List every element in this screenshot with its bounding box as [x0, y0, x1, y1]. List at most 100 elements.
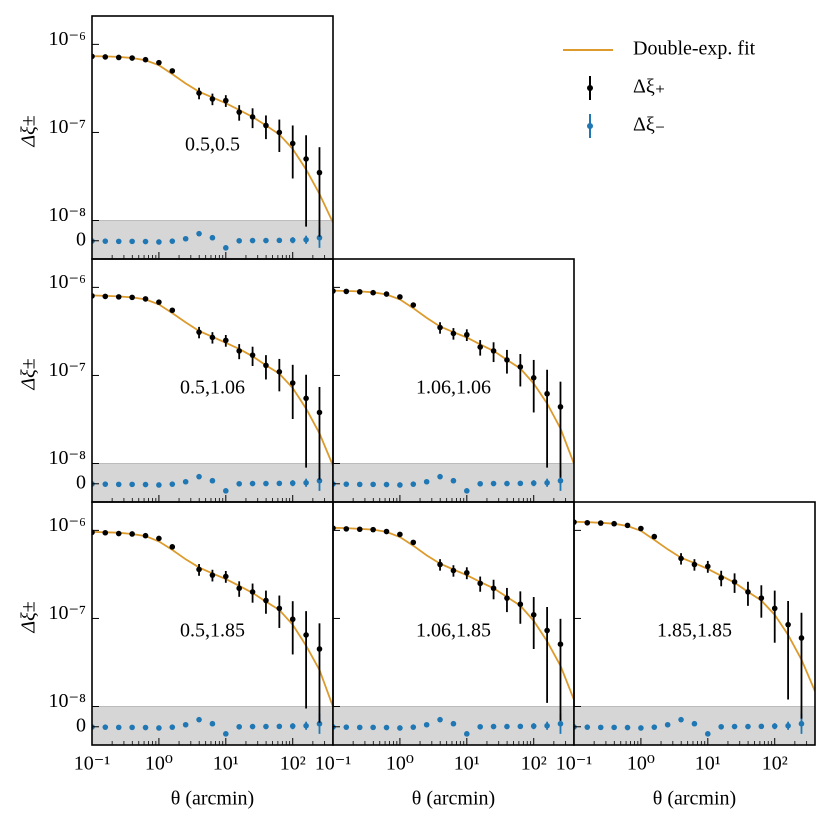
minus-point	[504, 723, 510, 730]
minus-point	[798, 720, 805, 727]
minus-point	[370, 481, 376, 488]
minus-point	[356, 724, 363, 731]
x-tick-label: 10²	[521, 753, 547, 775]
x-tick-label: 10⁻¹	[315, 753, 352, 775]
minus-point	[209, 477, 216, 484]
minus-point	[316, 477, 323, 484]
plus-point	[530, 612, 537, 618]
plus-point	[303, 156, 309, 162]
plus-point	[356, 289, 363, 295]
minus-point	[129, 238, 135, 245]
plus-point	[303, 632, 309, 638]
minus-point	[410, 481, 417, 487]
plus-point	[745, 589, 751, 595]
minus-point	[450, 720, 457, 727]
minus-point	[423, 721, 430, 728]
y-axis-label: Δξ±	[18, 601, 40, 633]
plus-point	[263, 362, 269, 369]
minus-point	[664, 721, 671, 728]
minus-point	[276, 237, 283, 244]
minus-point	[236, 480, 242, 487]
minus-point	[142, 724, 149, 731]
plus-point	[249, 352, 256, 358]
minus-point	[450, 477, 457, 484]
plus-point	[557, 404, 564, 410]
x-tick-label: 10⁰	[627, 753, 655, 775]
minus-point	[423, 478, 430, 485]
plus-point	[196, 566, 202, 573]
plus-point	[276, 605, 283, 612]
plus-point	[383, 291, 390, 297]
x-tick-label: 10⁻¹	[74, 753, 111, 775]
plus-point	[638, 525, 644, 532]
minus-point	[142, 238, 149, 245]
minus-point	[397, 482, 403, 488]
plus-point	[156, 299, 162, 305]
plus-point	[678, 555, 684, 562]
plus-point	[437, 561, 443, 568]
legend-label: Δξ₊	[633, 76, 665, 98]
minus-point	[437, 716, 443, 723]
plus-point	[584, 519, 591, 526]
plus-point	[383, 528, 390, 535]
plus-point	[718, 574, 724, 581]
minus-point	[490, 723, 497, 730]
minus-point	[249, 723, 256, 730]
plus-point	[517, 364, 524, 370]
plus-point	[343, 526, 350, 532]
panel-label: 1.06,1.06	[416, 377, 491, 399]
plus-point	[115, 530, 122, 537]
minus-point	[611, 724, 617, 731]
y-tick-label: 10⁻⁶	[48, 28, 86, 50]
minus-point	[718, 723, 724, 730]
x-tick-label: 10¹	[213, 753, 239, 775]
minus-point	[289, 723, 296, 729]
plus-point	[490, 348, 497, 354]
y-tick-label: 10⁻⁶	[48, 514, 86, 536]
minus-point	[477, 480, 483, 487]
minus-point	[102, 481, 109, 487]
fit-line	[574, 520, 815, 692]
minus-point	[383, 724, 390, 731]
minus-point	[678, 716, 684, 723]
minus-point	[745, 723, 751, 730]
minus-point	[129, 724, 135, 731]
minus-point	[504, 480, 510, 487]
legend-label: Δξ₋	[633, 114, 665, 136]
y-tick-label: 10⁻⁷	[48, 116, 86, 138]
plus-point	[557, 641, 564, 647]
minus-point	[223, 488, 229, 494]
legend-marker	[587, 123, 593, 129]
minus-point	[437, 473, 443, 480]
minus-point	[530, 723, 537, 729]
y-tick-label: 10⁻⁸	[48, 204, 86, 226]
y-tick-label: 10⁻⁷	[48, 359, 86, 381]
minus-point	[758, 723, 765, 730]
plus-point	[771, 605, 778, 612]
plus-point	[356, 526, 363, 533]
plus-point	[289, 616, 296, 623]
plus-point	[410, 302, 417, 308]
plus-point	[370, 526, 376, 533]
minus-point	[303, 722, 309, 729]
plus-point	[477, 580, 483, 587]
y-axis-label: Δξ±	[18, 358, 40, 390]
minus-point	[236, 723, 242, 730]
minus-point	[115, 481, 122, 488]
plus-point	[236, 348, 242, 354]
plus-point	[597, 520, 604, 526]
plus-point	[450, 567, 457, 574]
panel-label: 1.06,1.85	[416, 620, 491, 642]
minus-point	[156, 482, 162, 488]
y-tick-label: 10⁻⁶	[48, 271, 86, 293]
plus-point	[115, 54, 122, 61]
plus-point	[169, 544, 176, 550]
x-tick-label: 10⁰	[386, 753, 414, 775]
minus-point	[249, 480, 256, 487]
x-tick-label: 10¹	[454, 753, 480, 775]
plus-point	[651, 533, 658, 540]
minus-point	[316, 720, 323, 727]
panel	[92, 53, 333, 259]
plus-point	[236, 585, 242, 592]
